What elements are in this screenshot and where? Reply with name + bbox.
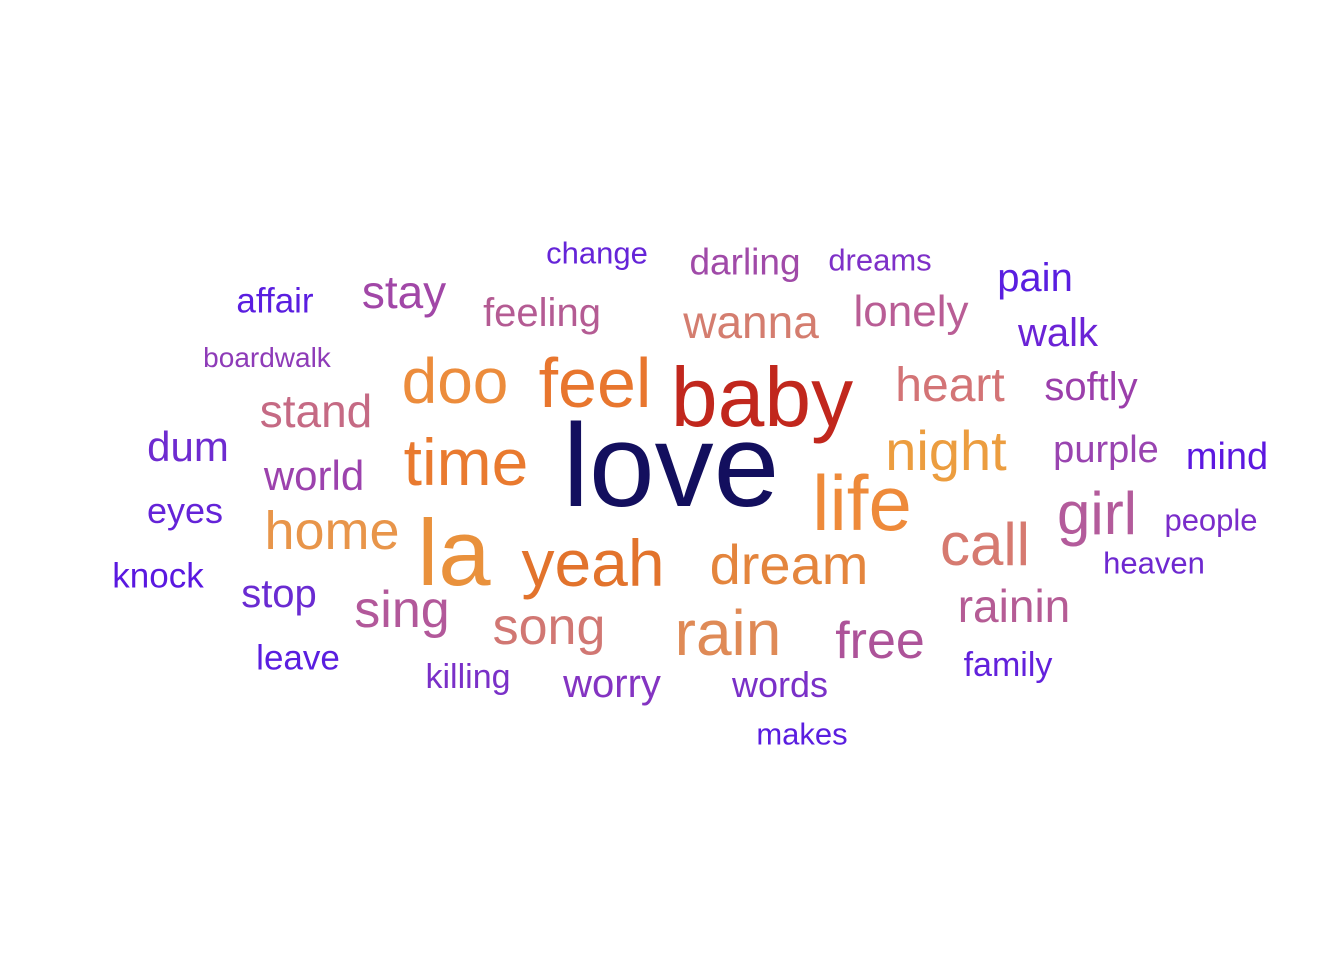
word-dreams: dreams: [828, 242, 932, 278]
word-wanna: wanna: [683, 296, 819, 348]
word-girl: girl: [1056, 480, 1138, 547]
word-la: la: [417, 500, 491, 605]
word-killing: killing: [425, 658, 511, 696]
word-family: family: [963, 646, 1053, 684]
word-home: home: [264, 501, 400, 561]
word-softly: softly: [1044, 365, 1138, 409]
word-boardwalk: boardwalk: [203, 342, 331, 373]
word-doo: doo: [401, 345, 509, 417]
word-makes: makes: [756, 716, 848, 752]
word-stand: stand: [259, 385, 373, 437]
word-darling: darling: [689, 241, 801, 283]
word-knock: knock: [112, 556, 204, 596]
word-call: call: [939, 511, 1031, 578]
word-stop: stop: [241, 572, 317, 616]
word-heaven: heaven: [1103, 545, 1205, 581]
word-heart: heart: [895, 359, 1005, 412]
word-rainin: rainin: [957, 580, 1071, 632]
word-change: change: [546, 235, 648, 271]
word-words: words: [731, 664, 829, 705]
word-song: song: [492, 598, 606, 656]
word-life: life: [812, 459, 912, 547]
word-affair: affair: [236, 281, 314, 321]
word-eyes: eyes: [146, 490, 224, 531]
word-yeah: yeah: [521, 526, 665, 600]
word-pain: pain: [997, 256, 1073, 300]
word-worry: worry: [563, 662, 661, 706]
word-world: world: [263, 452, 365, 499]
word-lonely: lonely: [853, 287, 969, 336]
word-stay: stay: [361, 266, 447, 318]
word-walk: walk: [1017, 311, 1099, 355]
word-dum: dum: [147, 423, 229, 470]
word-leave: leave: [256, 638, 340, 678]
word-feel: feel: [538, 344, 652, 422]
word-sing: sing: [354, 581, 450, 639]
word-night: night: [885, 419, 1007, 482]
word-dream: dream: [709, 533, 869, 596]
word-mind: mind: [1185, 436, 1269, 478]
word-rain: rain: [674, 597, 782, 669]
word-baby: baby: [670, 350, 854, 444]
word-free: free: [835, 612, 925, 670]
word-time: time: [403, 425, 529, 499]
word-people: people: [1164, 502, 1258, 538]
word-purple: purple: [1053, 429, 1159, 471]
word-feeling: feeling: [483, 291, 601, 335]
word-love: love: [562, 400, 780, 532]
